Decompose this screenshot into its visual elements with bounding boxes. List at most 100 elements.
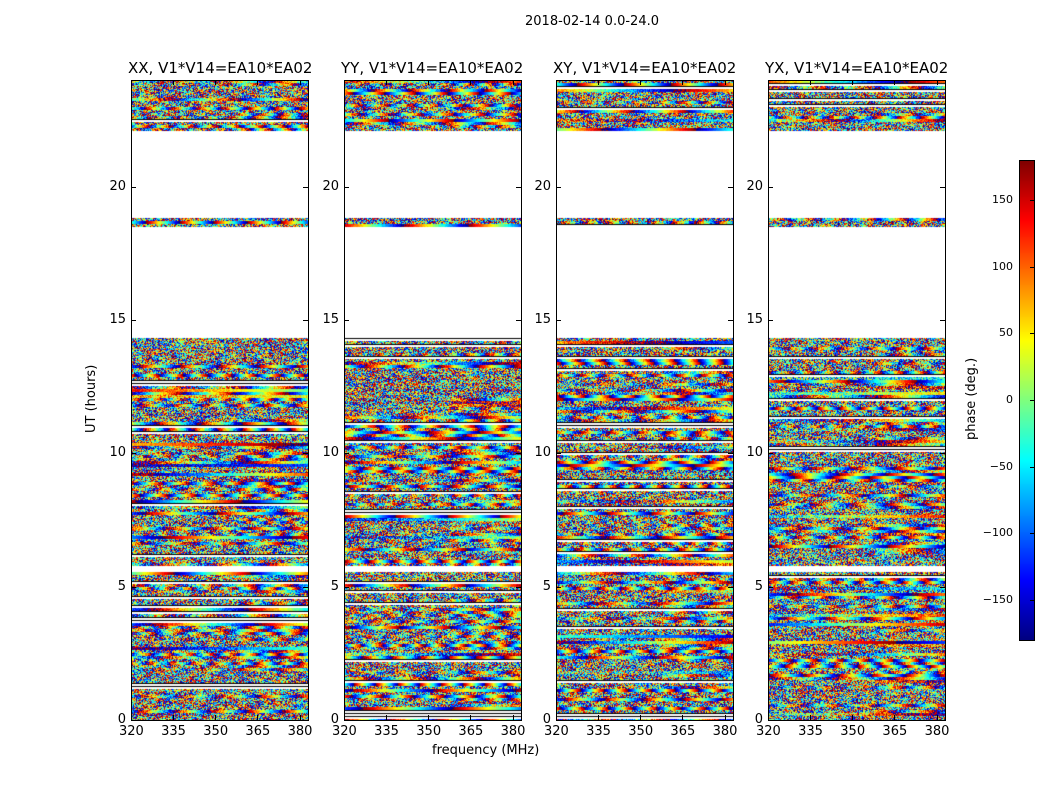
y-tick-mark (556, 586, 561, 588)
x-tick-mark (428, 715, 430, 720)
x-tick-mark (386, 715, 388, 720)
x-tick-label: 350 (416, 724, 442, 739)
colorbar-tick-mark (1030, 333, 1034, 335)
x-tick-label: 380 (712, 724, 738, 739)
x-tick-label: 320 (756, 724, 781, 739)
panel-title: XY, V1*V14=EA10*EA02 (553, 59, 737, 77)
y-tick-mark-right (728, 453, 733, 455)
x-tick-mark-top (386, 80, 388, 85)
x-tick-mark (894, 715, 896, 720)
x-tick-mark-top (640, 80, 642, 85)
x-tick-mark (724, 715, 726, 720)
y-tick-mark-right (940, 586, 945, 588)
y-tick-mark (556, 453, 561, 455)
x-tick-mark (131, 715, 132, 720)
y-tick-mark-right (940, 720, 945, 721)
panel-axes-frame (768, 80, 946, 721)
x-tick-mark-top (598, 80, 600, 85)
y-tick-mark (768, 586, 773, 588)
y-tick-mark-right (516, 186, 521, 188)
x-tick-label: 380 (924, 724, 950, 739)
x-tick-label: 335 (586, 724, 611, 739)
phase-heatmap-yx (768, 80, 945, 720)
y-tick-mark-right (516, 453, 521, 455)
x-tick-mark-top (344, 80, 345, 85)
x-tick-label: 320 (544, 724, 569, 739)
y-tick-mark (768, 186, 773, 188)
y-tick-mark (344, 186, 349, 188)
x-tick-mark (852, 715, 854, 720)
colorbar-tick-label: −100 (982, 526, 1013, 540)
x-tick-mark-top (852, 80, 854, 85)
y-tick-mark-right (940, 453, 945, 455)
x-tick-label: 380 (287, 724, 313, 739)
x-tick-label: 365 (670, 724, 696, 739)
x-tick-label: 350 (203, 724, 229, 739)
y-tick-mark-right (728, 586, 733, 588)
phase-heatmap-yy (344, 80, 521, 720)
y-tick-mark (344, 320, 349, 321)
x-tick-label: 320 (119, 724, 144, 739)
y-tick-mark (344, 453, 349, 455)
y-tick-label: 20 (746, 178, 763, 194)
y-tick-label: 20 (322, 178, 339, 194)
y-tick-mark (344, 720, 349, 721)
y-tick-mark (131, 320, 136, 321)
y-tick-mark (768, 453, 773, 455)
y-tick-mark (556, 720, 561, 721)
y-tick-mark-right (940, 320, 945, 321)
y-tick-mark-right (303, 186, 308, 188)
x-tick-label: 320 (332, 724, 357, 739)
y-tick-label: 0 (117, 712, 126, 727)
x-tick-label: 365 (458, 724, 484, 739)
y-tick-label: 15 (109, 312, 126, 327)
x-tick-mark-top (428, 80, 430, 85)
y-tick-label: 15 (534, 312, 551, 327)
x-tick-mark-top (173, 80, 175, 85)
y-tick-mark-right (303, 586, 308, 588)
y-tick-mark (556, 320, 561, 321)
x-tick-label: 335 (374, 724, 399, 739)
x-tick-mark-top (215, 80, 217, 85)
phase-heatmap-xy (556, 80, 733, 720)
y-tick-mark (768, 320, 773, 321)
y-tick-mark-right (728, 720, 733, 721)
y-tick-mark (131, 186, 136, 188)
y-tick-label: 15 (322, 312, 339, 327)
y-tick-mark-right (303, 720, 308, 721)
x-tick-mark (257, 715, 259, 720)
colorbar-tick-mark (1030, 200, 1034, 201)
y-tick-label: 0 (330, 712, 339, 727)
y-tick-label: 0 (542, 712, 551, 727)
colorbar-tick-mark (1030, 266, 1034, 268)
x-tick-mark (936, 715, 938, 720)
y-tick-mark (131, 720, 136, 721)
panel-title: YX, V1*V14=EA10*EA02 (765, 59, 949, 77)
x-tick-mark (598, 715, 600, 720)
y-tick-mark (344, 586, 349, 588)
phase-heatmap-xx (131, 80, 308, 720)
x-tick-mark-top (724, 80, 726, 85)
y-tick-mark-right (728, 186, 733, 188)
colorbar-tick-label: 150 (992, 193, 1013, 206)
x-tick-mark (556, 715, 557, 720)
x-tick-mark-top (299, 80, 301, 85)
x-tick-label: 335 (161, 724, 186, 739)
x-tick-mark-top (470, 80, 472, 85)
x-tick-mark-top (512, 80, 514, 85)
y-tick-label: 0 (754, 712, 763, 727)
y-axis-label: UT (hours) (84, 364, 99, 433)
panel-axes-frame (556, 80, 734, 721)
x-tick-mark (215, 715, 217, 720)
y-tick-label: 5 (330, 578, 339, 594)
y-tick-label: 20 (109, 178, 126, 194)
panel-title: YY, V1*V14=EA10*EA02 (341, 59, 524, 77)
y-tick-label: 20 (534, 178, 551, 194)
x-tick-mark-top (257, 80, 259, 85)
colorbar-tick-mark (1030, 466, 1034, 468)
x-tick-label: 365 (245, 724, 271, 739)
y-tick-label: 15 (746, 312, 763, 327)
y-tick-mark-right (516, 720, 521, 721)
panel-axes-frame (131, 80, 309, 721)
